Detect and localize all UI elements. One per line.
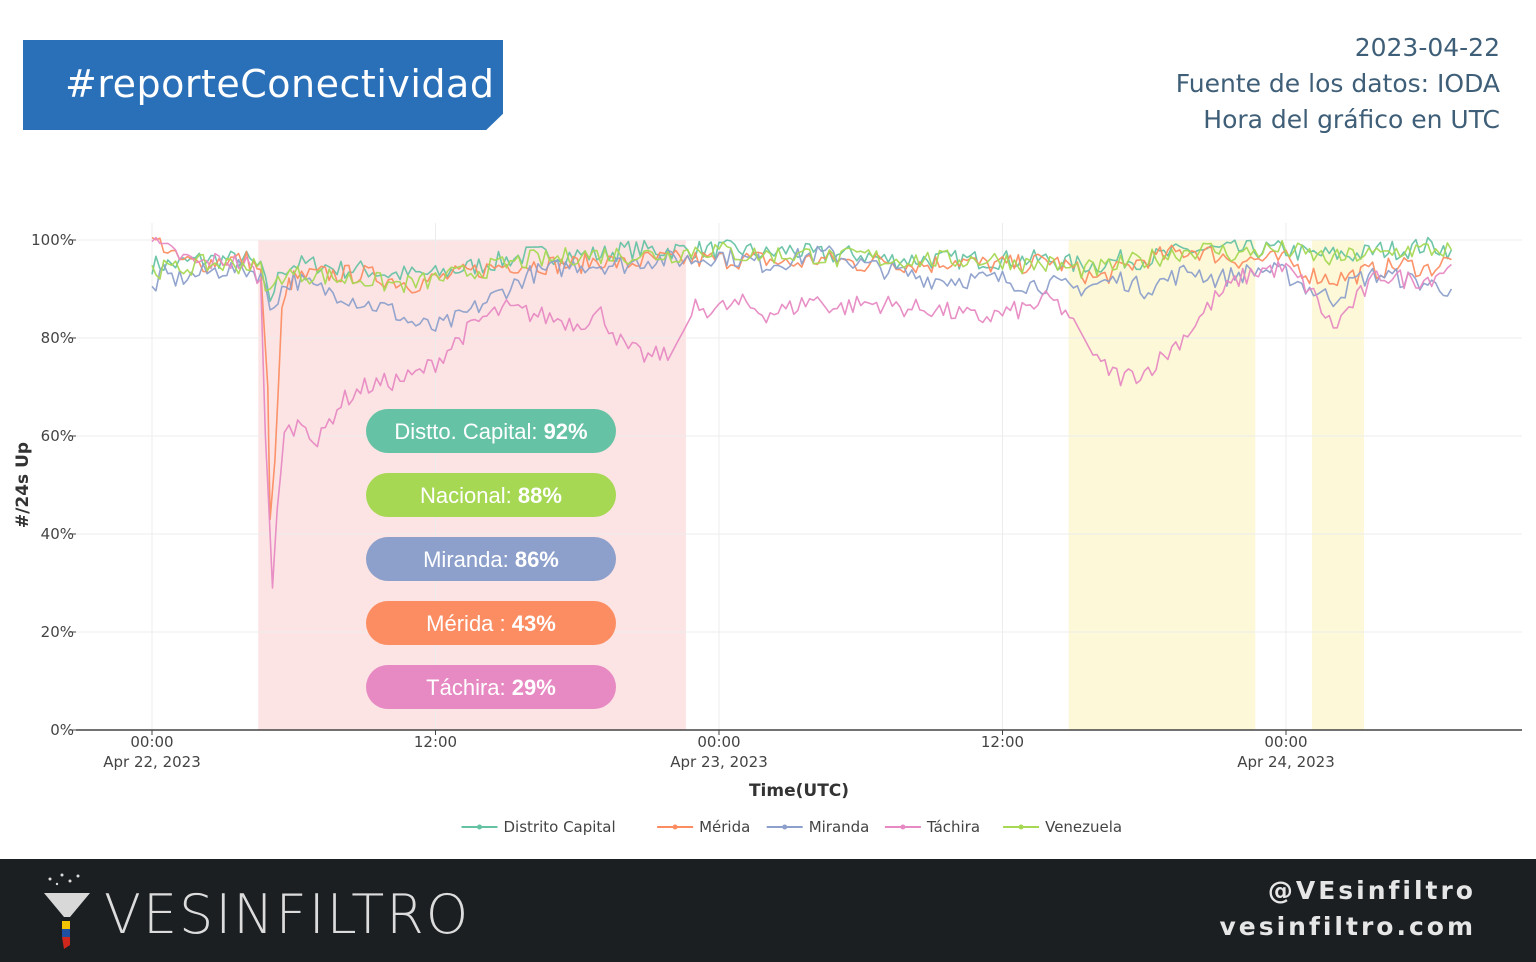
legend-item-2: Miranda (766, 818, 870, 836)
legend-label: Táchira (926, 818, 980, 836)
x-tick-label: 12:00 (981, 733, 1024, 751)
y-tick-label: 100% (31, 231, 74, 249)
legend-swatch-marker (900, 824, 906, 830)
series-line-2 (151, 245, 1453, 332)
annotation-pill-bg (366, 473, 616, 517)
series-lines (151, 236, 1453, 589)
legend-swatch-marker (672, 824, 678, 830)
y-tick-label: 40% (41, 525, 74, 543)
legend-label: Venezuela (1045, 818, 1122, 836)
legend-swatch-marker (477, 824, 482, 830)
annotation-pill-bg (366, 665, 616, 709)
legend-label: Miranda (809, 818, 870, 836)
x-tick-date-label: Apr 24, 2023 (1237, 753, 1335, 771)
website-url: vesinfiltro.com (1219, 912, 1476, 941)
x-tick-label: 00:00 (697, 733, 740, 751)
annotation-pill-bg (366, 409, 616, 453)
x-axis-title: Time(UTC) (749, 781, 849, 801)
x-tick-label: 00:00 (130, 733, 173, 751)
annotation-label: Táchira: 29% (426, 675, 556, 700)
annotation-label: Distto. Capital: 92% (394, 419, 587, 444)
highlight-regions (258, 240, 1364, 730)
timezone-note: Hora del gráfico en UTC (1203, 105, 1500, 134)
series-line-0 (151, 236, 1453, 303)
footer-bar: VESINFILTRO @VEsinfiltro vesinfiltro.com (0, 859, 1536, 962)
annotation-region-name: Mérida : (426, 611, 512, 636)
highlight-region-2 (1311, 240, 1364, 730)
legend-label: Mérida (699, 818, 750, 836)
annotation-value: 88% (518, 483, 562, 508)
annotation-pill-3: Mérida : 43% (366, 601, 616, 645)
annotation-value: 92% (544, 419, 588, 444)
x-tick-label: 12:00 (414, 733, 457, 751)
annotation-pills: Distto. Capital: 92% Nacional: 88% Miranda… (366, 409, 616, 709)
annotation-value: 43% (512, 611, 556, 636)
series-line-3 (151, 236, 1452, 589)
y-tick-label: 0% (50, 721, 74, 739)
legend-item-3: Táchira (884, 818, 980, 836)
annotation-pill-bg (366, 601, 616, 645)
y-tick-label: 20% (41, 623, 74, 641)
social-handle: @VEsinfiltro (1267, 876, 1476, 905)
annotation-label: Mérida : 43% (426, 611, 556, 636)
annotation-region-name: Táchira: (426, 675, 512, 700)
x-tick-label: 00:00 (1264, 733, 1307, 751)
annotation-label: Miranda: 86% (423, 547, 559, 572)
y-axis-title: #/24s Up (13, 442, 33, 528)
funnel-logo-icon (44, 873, 90, 949)
y-tick-label: 60% (41, 427, 74, 445)
hashtag-banner: #reporteConectividad (23, 40, 503, 130)
annotation-pill-2: Miranda: 86% (366, 537, 616, 581)
axes: 0% 20% 40% 60% 80% 100% 00:00 Apr 22, 2023 12:00… (13, 231, 1522, 801)
annotation-value: 29% (512, 675, 556, 700)
x-tick-date-label: Apr 22, 2023 (103, 753, 201, 771)
legend-swatch-marker (1018, 824, 1024, 830)
annotation-pill-bg (366, 537, 616, 581)
hashtag-text: #reporteConectividad (65, 62, 495, 106)
annotation-pill-4: Táchira: 29% (366, 665, 616, 709)
annotation-pill-0: Distto. Capital: 92% (366, 409, 616, 453)
annotation-region-name: Distto. Capital: (394, 419, 543, 444)
y-tick-label: 80% (41, 329, 74, 347)
legend: Distrito Capital Mérida Miranda Táchira Vene… (461, 818, 1122, 836)
annotation-region-name: Miranda: (423, 547, 515, 572)
annotation-value: 86% (515, 547, 559, 572)
x-tick-date-label: Apr 23, 2023 (670, 753, 768, 771)
chart-meta: 2023-04-22 Fuente de los datos: IODA Hor… (1176, 30, 1500, 138)
highlight-region-1 (1068, 240, 1256, 730)
legend-item-1: Mérida (657, 818, 750, 836)
report-date: 2023-04-22 (1354, 33, 1500, 62)
legend-swatch-marker (782, 824, 788, 830)
legend-label: Distrito Capital (504, 818, 616, 836)
annotation-label: Nacional: 88% (420, 483, 562, 508)
annotation-region-name: Nacional: (420, 483, 518, 508)
brand-wordmark: VESINFILTRO (104, 883, 471, 946)
connectivity-chart: 0% 20% 40% 60% 80% 100% 00:00 Apr 22, 2023 12:00… (13, 223, 1522, 836)
series-line-4 (151, 240, 1453, 294)
data-source: Fuente de los datos: IODA (1175, 69, 1500, 98)
legend-item-4: Venezuela (1003, 818, 1122, 836)
legend-item-0: Distrito Capital (461, 818, 616, 836)
annotation-pill-1: Nacional: 88% (366, 473, 616, 517)
